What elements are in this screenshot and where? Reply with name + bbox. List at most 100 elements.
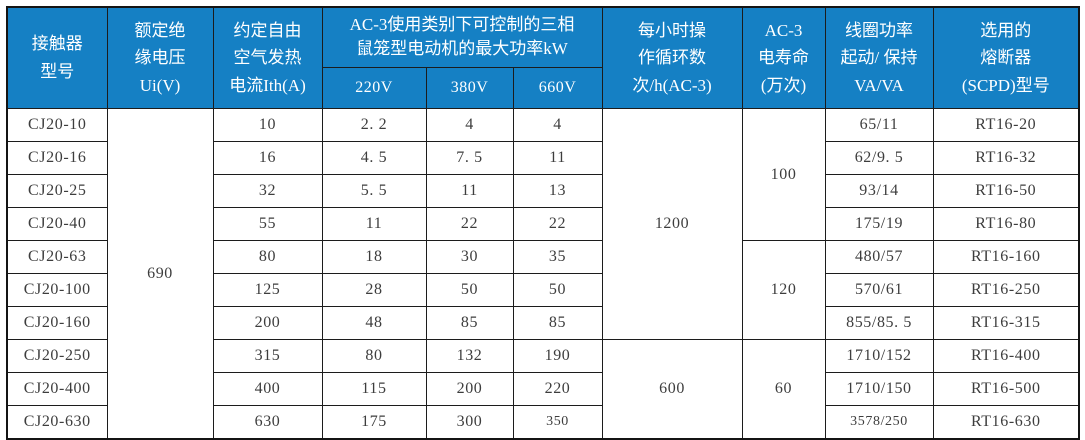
cell-ith: 80 (212, 240, 323, 274)
cell-cycles-group: 1200 (601, 108, 743, 340)
table-header: 接触器 型号 额定绝 缘电压 Ui(V) 约定自由 空气发热 电流Ith(A) … (6, 6, 1080, 110)
cell-fuse: RT16-630 (932, 405, 1080, 440)
cell-life-group: 60 (741, 339, 826, 440)
cell-model: CJ20-160 (6, 306, 108, 340)
cell-coil: 1710/150 (824, 372, 934, 406)
table-row: CJ20-160 200 48 85 85 855/85. 5 RT16-315 (6, 306, 1080, 340)
cell-fuse: RT16-400 (932, 339, 1080, 373)
table-row: CJ20-10 690 10 2. 2 4 4 1200 100 65/11 R… (6, 108, 1080, 440)
cell-kw380: 7. 5 (425, 141, 514, 175)
cell-model: CJ20-100 (6, 273, 108, 307)
cell-fuse: RT16-500 (932, 372, 1080, 406)
cell-coil: 3578/250 (824, 405, 934, 440)
cell-ith: 125 (212, 273, 323, 307)
cell-ith: 200 (212, 306, 323, 340)
cell-model: CJ20-40 (6, 207, 108, 241)
cell-kw380: 4 (425, 108, 514, 142)
header-660v: 660V (512, 66, 603, 110)
cell-life-group: 100 (741, 108, 826, 241)
cell-kw380: 132 (425, 339, 514, 373)
cell-coil: 65/11 (824, 108, 934, 142)
cell-ith: 315 (212, 339, 323, 373)
cell-kw660: 190 (512, 339, 603, 373)
cell-insulation-voltage: 690 (106, 108, 214, 440)
table-row: CJ20-250 315 80 132 190 600 60 1710/152 … (6, 339, 1080, 440)
cell-kw380: 300 (425, 405, 514, 440)
cell-kw380: 22 (425, 207, 514, 241)
cell-coil: 480/57 (824, 240, 934, 274)
header-thermal-current: 约定自由 空气发热 电流Ith(A) (212, 6, 323, 109)
contactor-spec-table-container: 接触器 型号 额定绝 缘电压 Ui(V) 约定自由 空气发热 电流Ith(A) … (6, 6, 1081, 440)
cell-life-group: 120 (741, 240, 826, 340)
table-row: CJ20-100 125 28 50 50 570/61 RT16-250 (6, 273, 1080, 307)
header-cycles-per-hour: 每小时操 作循环数 次/h(AC-3) (601, 6, 743, 109)
cell-ith: 55 (212, 207, 323, 241)
cell-kw380: 30 (425, 240, 514, 274)
header-ac3-power-group: AC-3使用类别下可控制的三相 鼠笼型电动机的最大功率kW (321, 6, 603, 68)
table-body: CJ20-10 690 10 2. 2 4 4 1200 100 65/11 R… (6, 108, 1080, 440)
cell-model: CJ20-250 (6, 339, 108, 373)
header-electrical-life: AC-3 电寿命 (万次) (741, 6, 826, 109)
cell-model: CJ20-400 (6, 372, 108, 406)
cell-coil: 62/9. 5 (824, 141, 934, 175)
cell-coil: 93/14 (824, 174, 934, 208)
cell-kw660: 4 (512, 108, 603, 142)
cell-fuse: RT16-160 (932, 240, 1080, 274)
cell-kw660: 85 (512, 306, 603, 340)
cell-kw220: 80 (321, 339, 427, 373)
cell-coil: 855/85. 5 (824, 306, 934, 340)
cell-kw220: 115 (321, 372, 427, 406)
cell-kw380: 200 (425, 372, 514, 406)
header-fuse-type: 选用的 熔断器 (SCPD)型号 (932, 6, 1080, 109)
cell-coil: 570/61 (824, 273, 934, 307)
cell-model: CJ20-63 (6, 240, 108, 274)
cell-kw660: 50 (512, 273, 603, 307)
cell-kw660: 35 (512, 240, 603, 274)
contactor-spec-table: 接触器 型号 额定绝 缘电压 Ui(V) 约定自由 空气发热 电流Ith(A) … (6, 6, 1081, 440)
cell-model: CJ20-630 (6, 405, 108, 440)
header-insulation-voltage: 额定绝 缘电压 Ui(V) (106, 6, 214, 109)
cell-kw220: 4. 5 (321, 141, 427, 175)
table-row: CJ20-63 80 18 30 35 120 480/57 RT16-160 (6, 240, 1080, 340)
cell-kw220: 18 (321, 240, 427, 274)
cell-kw220: 5. 5 (321, 174, 427, 208)
cell-fuse: RT16-250 (932, 273, 1080, 307)
cell-ith: 400 (212, 372, 323, 406)
cell-kw660: 11 (512, 141, 603, 175)
cell-fuse: RT16-50 (932, 174, 1080, 208)
header-220v: 220V (321, 66, 427, 110)
cell-kw660: 350 (512, 405, 603, 440)
cell-fuse: RT16-315 (932, 306, 1080, 340)
table-row: CJ20-630 630 175 300 350 3578/250 RT16-6… (6, 405, 1080, 440)
cell-ith: 10 (212, 108, 323, 142)
cell-kw220: 2. 2 (321, 108, 427, 142)
cell-kw380: 50 (425, 273, 514, 307)
cell-fuse: RT16-20 (932, 108, 1080, 142)
header-row-2: 220V 380V 660V (7, 66, 1079, 110)
cell-fuse: RT16-32 (932, 141, 1080, 175)
cell-kw220: 11 (321, 207, 427, 241)
header-row-1: 接触器 型号 额定绝 缘电压 Ui(V) 约定自由 空气发热 电流Ith(A) … (6, 6, 1080, 109)
cell-kw660: 22 (512, 207, 603, 241)
cell-ith: 16 (212, 141, 323, 175)
cell-model: CJ20-25 (6, 174, 108, 208)
cell-model: CJ20-16 (6, 141, 108, 175)
cell-coil: 1710/152 (824, 339, 934, 373)
cell-fuse: RT16-80 (932, 207, 1080, 241)
cell-kw660: 13 (512, 174, 603, 208)
cell-kw660: 220 (512, 372, 603, 406)
table-row: CJ20-16 16 4. 5 7. 5 11 62/9. 5 RT16-32 (6, 141, 1080, 175)
table-row: CJ20-40 55 11 22 22 175/19 RT16-80 (6, 207, 1080, 241)
header-380v: 380V (425, 66, 514, 110)
header-coil-power: 线圈功率 起动/ 保持 VA/VA (824, 6, 934, 109)
cell-kw380: 85 (425, 306, 514, 340)
table-row: CJ20-400 400 115 200 220 1710/150 RT16-5… (6, 372, 1080, 406)
cell-ith: 630 (212, 405, 323, 440)
cell-coil: 175/19 (824, 207, 934, 241)
header-model: 接触器 型号 (6, 6, 108, 109)
cell-model: CJ20-10 (6, 108, 108, 142)
cell-ith: 32 (212, 174, 323, 208)
table-row: CJ20-25 32 5. 5 11 13 93/14 RT16-50 (6, 174, 1080, 208)
cell-cycles-group: 600 (601, 339, 743, 440)
cell-kw220: 28 (321, 273, 427, 307)
